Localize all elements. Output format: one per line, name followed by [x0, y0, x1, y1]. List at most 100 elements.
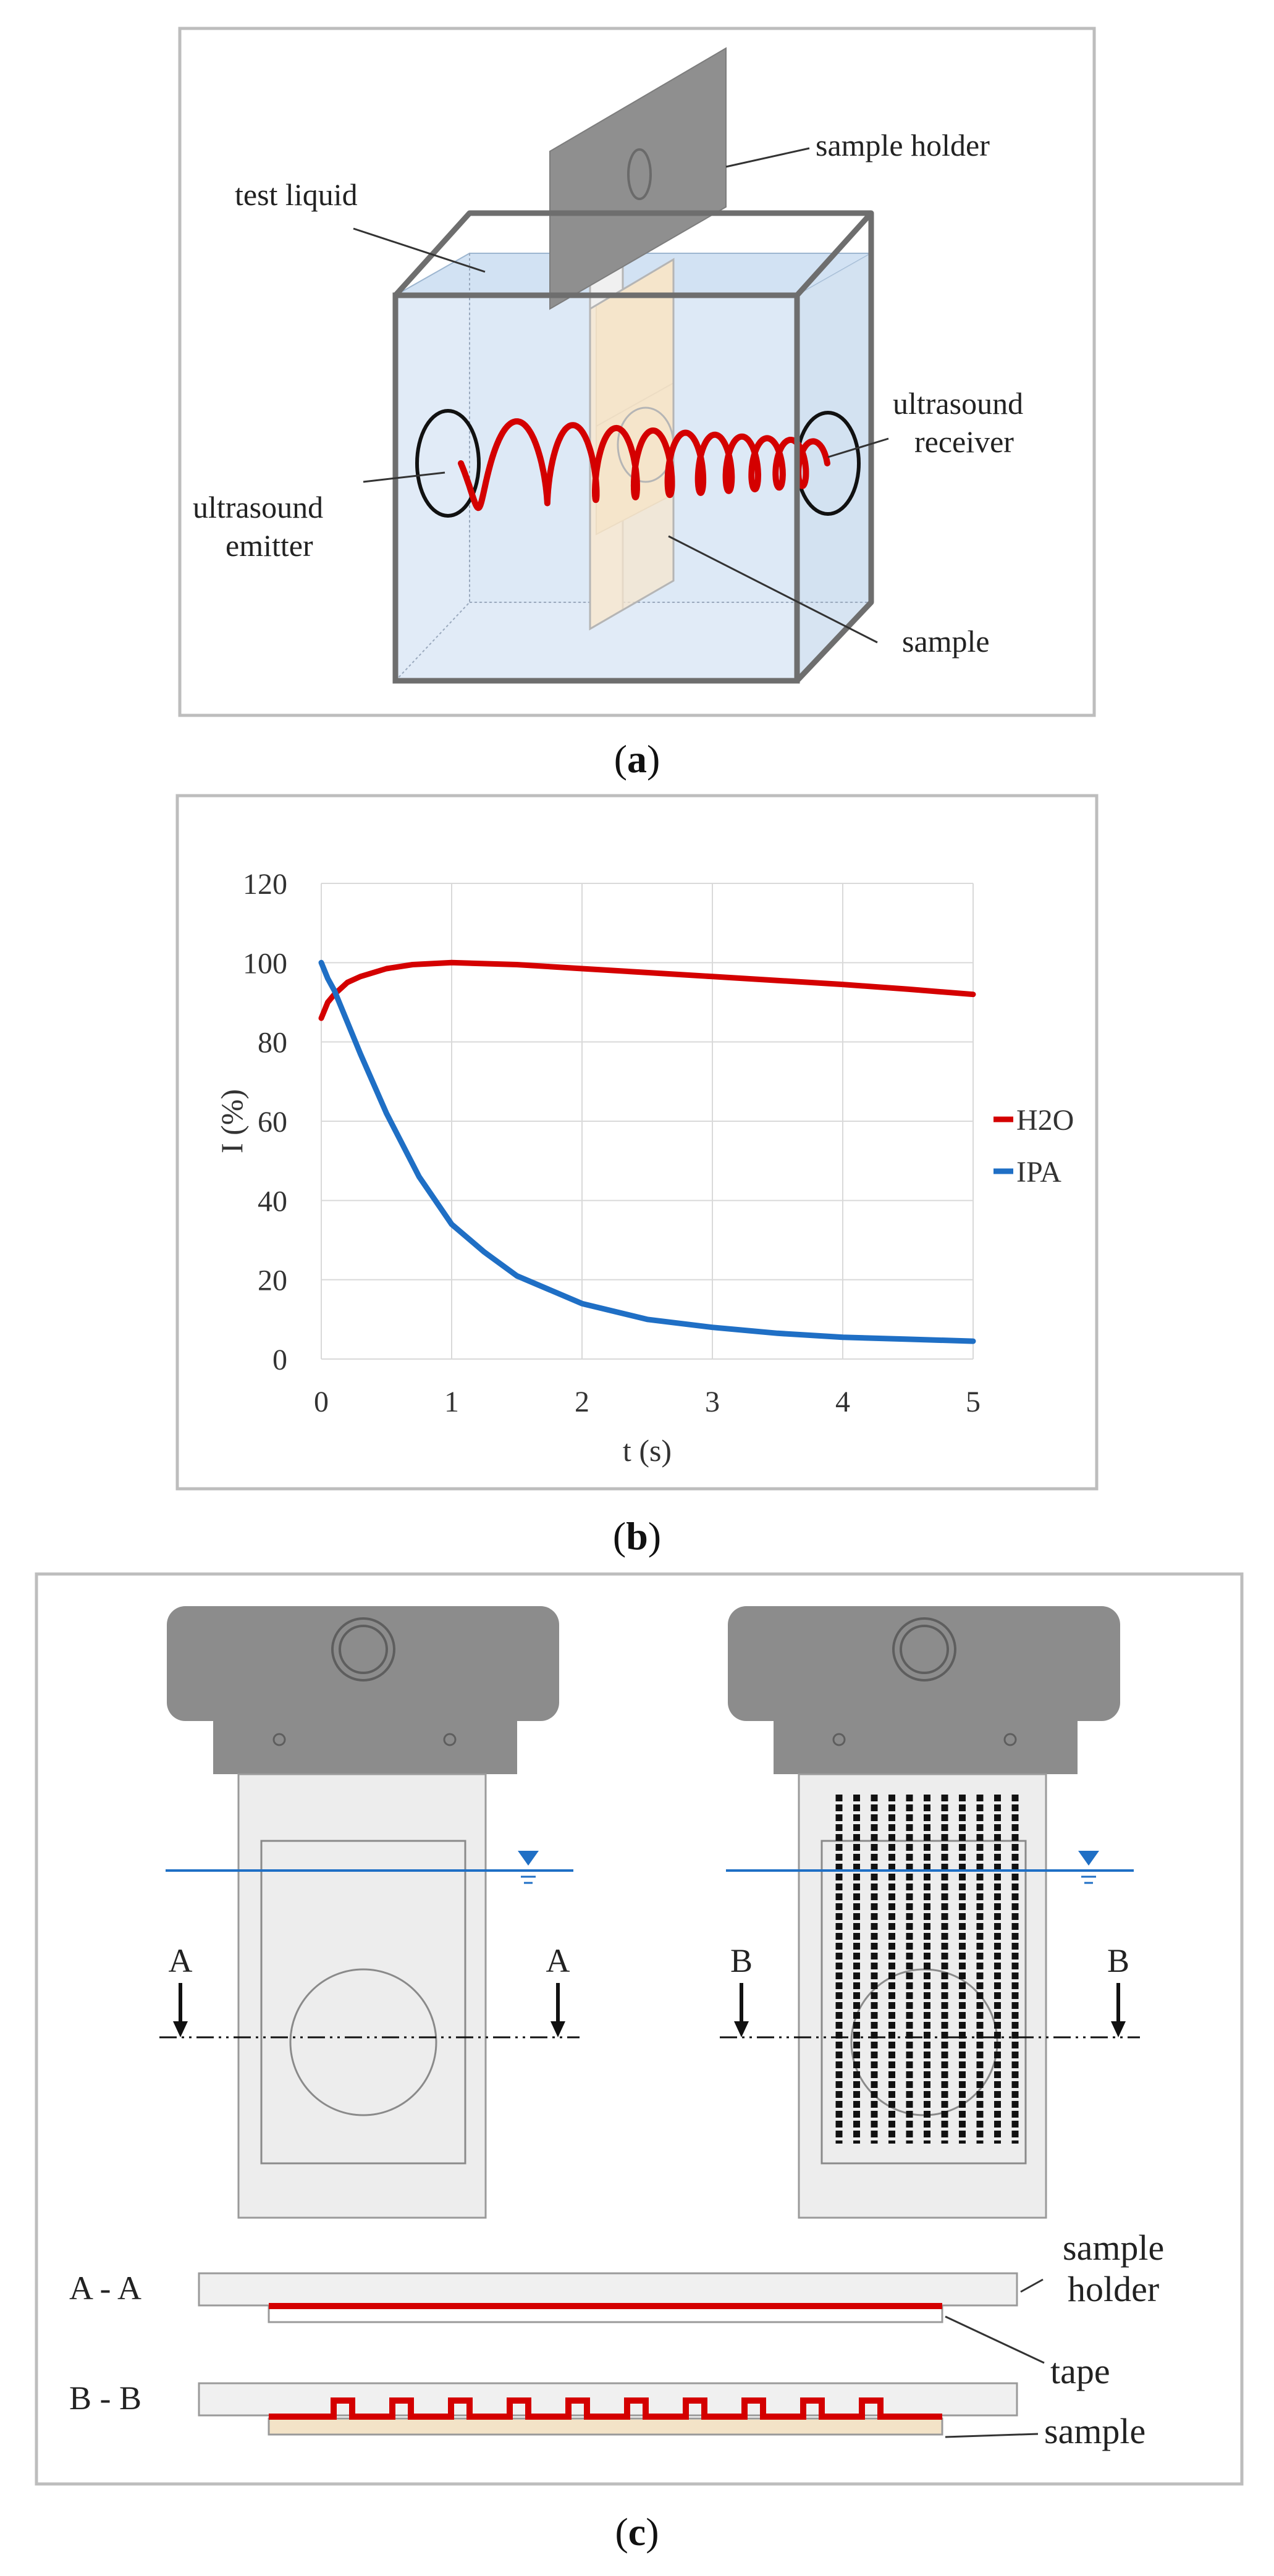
caption-a: (a) [614, 737, 660, 781]
leader-test-liquid [353, 227, 486, 273]
x-axis-label: t (s) [623, 1433, 672, 1468]
section-bb-sample [268, 2417, 943, 2436]
caption-letter: b [626, 1514, 648, 1558]
holder-hole [331, 1617, 395, 1682]
section-bb-holder [198, 2382, 1018, 2417]
svg-text:(a): (a) [614, 737, 660, 781]
y-tick-label: 60 [258, 1106, 287, 1139]
y-tick-label: 100 [243, 947, 287, 980]
section-bb-label: B - B [69, 2380, 141, 2417]
x-tick-label: 3 [705, 1386, 720, 1418]
tape-outline [260, 1840, 466, 2165]
screw-hole [1003, 1733, 1017, 1746]
holder-head [167, 1606, 559, 1721]
y-tick-label: 40 [258, 1185, 287, 1218]
section-bb-tape [269, 2397, 942, 2420]
y-tick-label: 80 [258, 1027, 287, 1059]
label-test-liquid: test liquid [235, 177, 358, 212]
panel-c: A A B B A - [35, 1572, 1244, 2554]
caption-b: (b) [613, 1514, 661, 1558]
holder-neck [213, 1717, 517, 1774]
water-level-symbol [1078, 1851, 1099, 1866]
label-sample: sample [1044, 2411, 1145, 2451]
section-arrow-head [1111, 2021, 1126, 2037]
screw-hole [832, 1733, 846, 1746]
y-tick-label: 0 [272, 1344, 287, 1376]
tank-hidden-edge [395, 602, 470, 681]
section-arrow-head [551, 2021, 565, 2037]
caption-c: (c) [615, 2510, 659, 2554]
section-label-b-right: B [1107, 1942, 1129, 1979]
ultrasound-wave [458, 418, 830, 511]
ultrasound-emitter [415, 409, 481, 518]
label-ultrasound-emitter-line2: emitter [226, 528, 313, 563]
x-tick-label: 5 [966, 1386, 981, 1418]
label-sample: sample [902, 624, 990, 659]
section-aa-label: A - A [69, 2270, 141, 2307]
leader-sample-holder [725, 147, 810, 168]
holder-hole [627, 148, 652, 200]
x-tick-label: 1 [444, 1386, 459, 1418]
panel-a: sample holder test liquid ultrasound rec… [178, 27, 1096, 781]
holder-plate [237, 1773, 487, 2219]
panel-b-frame [175, 794, 1099, 1491]
label-ultrasound-emitter-line1: ultrasound [193, 490, 323, 524]
tank-side-edge [795, 211, 874, 298]
section-label-a-right: A [546, 1942, 570, 1979]
series-line-h2o [318, 959, 976, 1021]
caption-open: ( [614, 737, 627, 781]
section-arrow-head [734, 2021, 749, 2037]
holder-right: B B [720, 1606, 1140, 2219]
label-sample-holder: sample holder [816, 128, 990, 162]
tank-side-liquid [797, 253, 871, 681]
screw-hole [443, 1733, 457, 1746]
sample-circle [289, 1968, 437, 2116]
caption-close: ) [648, 1514, 661, 1558]
x-tick-label: 2 [575, 1386, 589, 1418]
caption-close: ) [646, 2510, 659, 2554]
x-tick-label: 4 [835, 1386, 850, 1418]
legend-label: IPA [1016, 1156, 1061, 1189]
y-axis-label: I (%) [214, 1089, 249, 1153]
label-tape: tape [1050, 2351, 1110, 2391]
caption-open: ( [615, 2510, 628, 2554]
holder-hole [892, 1617, 956, 1682]
caption-open: ( [613, 1514, 626, 1558]
section-label-b-left: B [730, 1942, 753, 1979]
tape-stripes [835, 1795, 1019, 2144]
section-bb-view: B - B [69, 2380, 1018, 2436]
leader-ultrasound-emitter [363, 471, 445, 483]
water-level-symbol [518, 1851, 539, 1866]
holder-head [728, 1606, 1120, 1721]
section-aa-tape [269, 2303, 942, 2309]
holder-hole-inner [900, 1625, 949, 1674]
caption-close: ) [647, 737, 660, 781]
caption-letter: a [627, 737, 647, 781]
y-tick-label: 20 [258, 1265, 287, 1297]
leader-sample-holder [1020, 2278, 1044, 2293]
section-arrow-head [173, 2021, 188, 2037]
caption-letter: c [628, 2510, 646, 2554]
holder-hole-inner [339, 1625, 388, 1674]
leader-sample [945, 2433, 1039, 2438]
label-ultrasound-receiver-line1: ultrasound [893, 386, 1023, 421]
series-line-ipa [318, 959, 976, 1344]
holder-neck [774, 1717, 1078, 1774]
label-sample-holder-line2: holder [1068, 2269, 1159, 2309]
legend-label: H2O [1016, 1104, 1074, 1137]
leader-sample [668, 535, 878, 644]
sample-holder [549, 47, 727, 310]
screw-hole [272, 1733, 286, 1746]
holder-left: A A [159, 1606, 580, 2219]
leader-ultrasound-receiver [827, 437, 889, 458]
section-aa-holder [198, 2272, 1018, 2307]
label-sample-holder-line1: sample [1063, 2228, 1164, 2268]
chart: 0 20 40 60 80 100 120 0 1 2 3 4 5 t (s) I (%) H2O IPA [214, 868, 1074, 1468]
section-aa-view: A - A [69, 2270, 1018, 2323]
section-label-a-left: A [169, 1942, 193, 1979]
label-ultrasound-receiver-line2: receiver [914, 424, 1014, 459]
x-tick-label: 0 [314, 1386, 329, 1418]
panel-b: 0 20 40 60 80 100 120 0 1 2 3 4 5 t (s) I (%) H2O IPA (b… [175, 794, 1099, 1558]
y-tick-label: 120 [243, 868, 287, 901]
